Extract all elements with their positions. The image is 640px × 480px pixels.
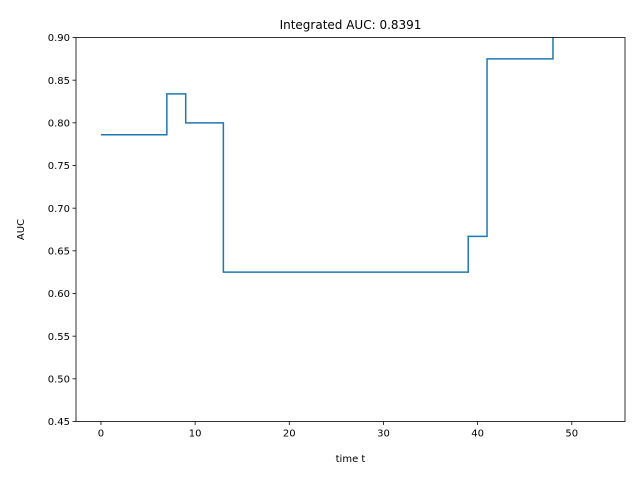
y-tick-label: 0.45 xyxy=(48,417,70,428)
plot-frame xyxy=(75,37,626,422)
y-tick-label: 0.70 xyxy=(48,204,70,215)
tick-group: 0 10 20 30 40 50 0.45 0.50 0.55 0.60 0.65 0.70 0.75 0… xyxy=(48,33,578,439)
chart-title: Integrated AUC: 0.8391 xyxy=(280,18,422,32)
x-tick-label: 10 xyxy=(189,429,202,440)
x-tick-label: 50 xyxy=(565,429,578,440)
y-tick-label: 0.85 xyxy=(48,76,70,87)
y-tick-label: 0.50 xyxy=(48,374,70,385)
y-tick-label: 0.75 xyxy=(48,161,70,172)
x-tick-label: 0 xyxy=(98,429,104,440)
y-tick-label: 0.65 xyxy=(48,246,70,257)
x-tick-label: 20 xyxy=(283,429,296,440)
y-tick-label: 0.90 xyxy=(48,33,70,44)
x-tick-label: 30 xyxy=(377,429,390,440)
y-tick-label: 0.55 xyxy=(48,332,70,343)
y-tick-label: 0.60 xyxy=(48,289,70,300)
y-tick-label: 0.80 xyxy=(48,118,70,129)
x-tick-label: 40 xyxy=(471,429,484,440)
x-axis-label: time t xyxy=(336,454,366,465)
auc-step-line xyxy=(100,37,554,273)
y-axis-label: AUC xyxy=(16,219,27,240)
